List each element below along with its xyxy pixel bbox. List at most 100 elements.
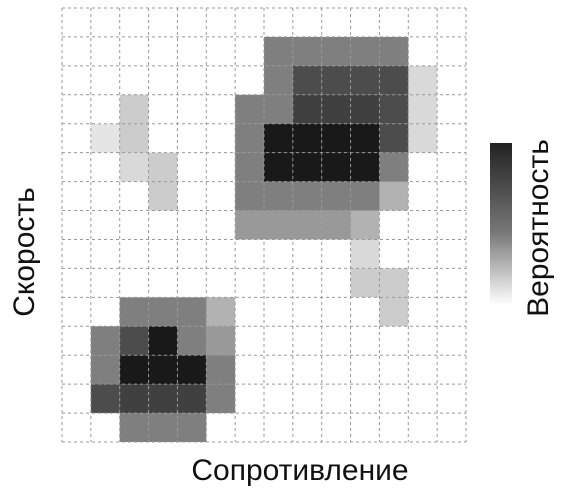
heatmap-cell <box>437 384 466 413</box>
heatmap-cell <box>350 268 380 298</box>
heatmap-cell <box>235 384 264 413</box>
heatmap-cell <box>264 94 293 124</box>
heatmap-cell <box>149 66 178 95</box>
heatmap-cell <box>119 355 149 385</box>
heatmap-cell <box>235 152 264 182</box>
heatmap-cell <box>119 413 149 442</box>
heatmap-cell <box>264 297 293 326</box>
heatmap-cell <box>177 297 207 327</box>
heatmap-cell <box>264 181 293 211</box>
heatmap-cell <box>149 268 178 297</box>
heatmap-cell <box>350 210 380 240</box>
heatmap-cell <box>264 326 293 355</box>
heatmap-cell <box>408 94 438 124</box>
heatmap-cell <box>177 268 206 297</box>
grid <box>61 7 467 443</box>
heatmap-cell <box>379 152 409 182</box>
heatmap-cell <box>408 413 437 442</box>
heatmap-cell <box>322 326 351 355</box>
heatmap-cell <box>321 152 351 182</box>
heatmap-cell <box>177 8 206 37</box>
heatmap-cell <box>351 355 380 384</box>
heatmap-cell <box>90 326 120 356</box>
heatmap-cell <box>379 123 409 153</box>
heatmap-cell <box>148 326 178 356</box>
heatmap-cell <box>120 37 149 66</box>
heatmap-cell <box>119 326 149 356</box>
heatmap-cell <box>206 37 235 66</box>
heatmap-cell <box>235 94 264 124</box>
heatmap-cell <box>148 413 178 442</box>
heatmap-cell <box>350 152 380 182</box>
heatmap-cell <box>235 37 264 66</box>
heatmap-cell <box>148 181 178 211</box>
heatmap-cell <box>437 326 466 355</box>
heatmap-cell <box>206 239 235 268</box>
x-axis-label: Сопротивление <box>191 454 408 487</box>
heatmap-cell <box>235 413 264 442</box>
heatmap-cell <box>62 153 91 182</box>
heatmap-cell <box>91 239 120 268</box>
heatmap-cell <box>293 8 322 37</box>
heatmap-cell <box>321 65 351 95</box>
heatmap-cell <box>408 297 437 326</box>
colorbar-label: Вероятность <box>522 139 555 317</box>
heatmap-cell <box>120 239 149 268</box>
heatmap-cell <box>321 36 351 66</box>
heatmap-cell <box>292 36 322 66</box>
heatmap-cell <box>293 384 322 413</box>
heatmap-cell <box>62 37 91 66</box>
heatmap-cell <box>437 413 466 442</box>
heatmap-cell <box>351 413 380 442</box>
heatmap-cell <box>408 211 437 240</box>
heatmap-cell <box>351 297 380 326</box>
heatmap-cell <box>149 95 178 124</box>
heatmap-cell <box>350 94 380 124</box>
heatmap-cell <box>264 355 293 384</box>
heatmap-cell <box>177 153 206 182</box>
heatmap-cell <box>91 66 120 95</box>
heatmap-cell <box>264 65 293 95</box>
heatmap-cell <box>350 181 380 211</box>
heatmap-cell <box>408 123 438 153</box>
heatmap-cell <box>62 124 91 153</box>
heatmap-cell <box>322 239 351 268</box>
heatmap-cell <box>408 268 437 297</box>
heatmap-cell <box>235 8 264 37</box>
heatmap-cell <box>90 355 120 385</box>
heatmap-cell <box>292 210 322 240</box>
heatmap-cell <box>264 268 293 297</box>
heatmap-cell <box>91 37 120 66</box>
heatmap-cell <box>235 181 264 211</box>
heatmap-cell <box>379 326 408 355</box>
heatmap-cell <box>379 211 408 240</box>
heatmap-cell <box>62 211 91 240</box>
heatmap-cell <box>350 65 380 95</box>
heatmap-cell <box>322 297 351 326</box>
heatmap-cell <box>206 95 235 124</box>
heatmap-cell <box>91 8 120 37</box>
heatmap-cell <box>90 123 120 153</box>
heatmap-cell <box>437 268 466 297</box>
heatmap-cell <box>322 8 351 37</box>
heatmap-cell <box>264 8 293 37</box>
heatmap-cell <box>62 66 91 95</box>
heatmap-cell <box>177 355 207 385</box>
heatmap-cell <box>62 8 91 37</box>
heatmap-cell <box>437 182 466 211</box>
heatmap-cell <box>379 297 409 327</box>
heatmap-cell <box>177 182 206 211</box>
heatmap-cell <box>351 8 380 37</box>
heatmap-cell <box>408 355 437 384</box>
heatmap-cell <box>321 123 351 153</box>
heatmap-cell <box>62 326 91 355</box>
heatmap-cell <box>91 413 120 442</box>
heatmap-cell <box>293 413 322 442</box>
heatmap-cell <box>206 413 235 442</box>
heatmap-cell <box>292 65 322 95</box>
heatmap-cell <box>206 384 236 414</box>
heatmap-cell <box>379 239 408 268</box>
heatmap-cell <box>321 94 351 124</box>
heatmap-cell <box>90 384 120 414</box>
heatmap-cell <box>149 37 178 66</box>
